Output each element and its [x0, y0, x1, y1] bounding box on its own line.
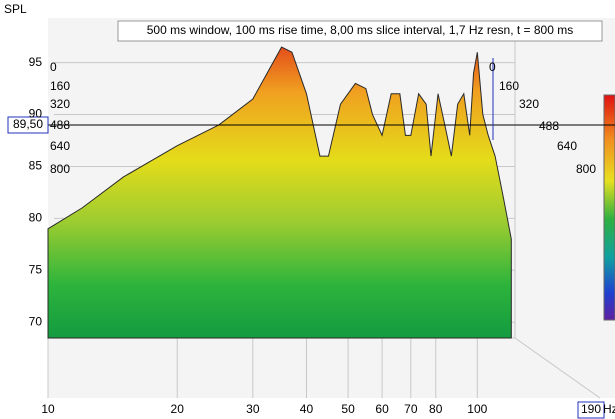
slice-label: 160 [499, 79, 519, 93]
slice-label: 320 [519, 97, 539, 111]
x-tick-label: 80 [429, 402, 443, 416]
cursor: 89,50 190 [7, 58, 615, 419]
x-tick-label: 20 [171, 402, 185, 416]
slice-label: 640 [557, 139, 577, 153]
slice-label: 800 [50, 162, 70, 176]
slice-label: 488 [539, 119, 559, 133]
y-axis-label: SPL [4, 2, 27, 16]
slice-label: 160 [50, 79, 70, 93]
y-tick-label: 75 [29, 262, 43, 276]
chart-title: 500 ms window, 100 ms rise time, 8,00 ms… [147, 23, 574, 37]
slice-label: 488 [50, 118, 70, 132]
slice-label: 640 [50, 139, 70, 153]
x-tick-label: 60 [375, 402, 389, 416]
x-tick-label: 30 [246, 402, 260, 416]
title-box [117, 20, 603, 42]
x-tick-label: 70 [404, 402, 418, 416]
x-tick-label: 10 [41, 402, 55, 416]
slice-label: 0 [489, 60, 496, 74]
x-unit: Hz [603, 402, 615, 416]
y-tick-label: 80 [29, 211, 43, 225]
slice-label: 320 [50, 97, 70, 111]
x-tick-label: 40 [300, 402, 314, 416]
color-scale [603, 94, 615, 321]
surface [47, 46, 512, 339]
x-tick-label: 100 [467, 402, 487, 416]
cursor-spl-label: 89,50 [13, 117, 43, 131]
cursor-freq-label: 190 [581, 402, 601, 416]
y-tick-label: 85 [29, 159, 43, 173]
slice-label: 800 [576, 162, 596, 176]
y-tick-label: 70 [29, 314, 43, 328]
slice-label: 0 [50, 60, 57, 74]
y-tick-label: 90 [29, 107, 43, 121]
y-tick-label: 95 [29, 55, 43, 69]
x-tick-label: 50 [341, 402, 355, 416]
